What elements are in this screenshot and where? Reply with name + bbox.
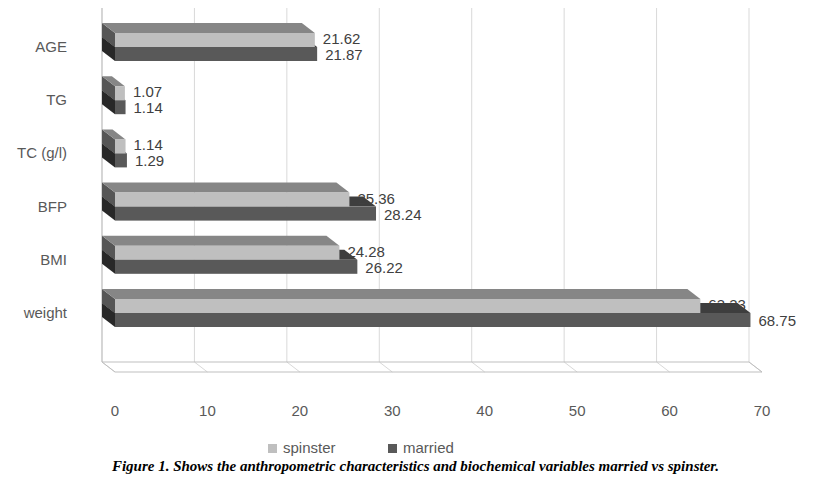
data-label: 63.33 [708,296,746,313]
legend-swatch [388,444,397,453]
floor-grid-line [287,362,300,372]
floor-grid-line [472,362,485,372]
bar-top [102,23,315,33]
bar [102,236,339,260]
data-label: 25.36 [357,190,395,207]
bar-top [102,76,125,86]
floor-grid-line [379,362,392,372]
bar-front [115,153,127,167]
category-label: weight [23,304,68,321]
data-label: 28.24 [384,206,422,223]
bar [102,23,315,47]
grid-line [749,8,750,362]
bar-front [115,139,126,153]
tick-label: 10 [199,402,216,419]
data-label: 26.22 [365,259,403,276]
data-label: 21.87 [325,46,363,63]
category-label: TG [46,91,67,108]
tick-label: 0 [111,402,119,419]
bar-front [115,47,317,61]
bar-front [115,86,125,100]
legend-label: spinster [283,439,336,456]
category-label: TC (g/l) [17,144,67,161]
bar-top [102,183,349,193]
legend-label: married [403,439,454,456]
bar-top [102,289,700,299]
tick-label: 70 [754,402,771,419]
bar-top [102,236,339,246]
floor-grid-line [657,362,670,372]
tick-label: 40 [476,402,493,419]
data-label: 1.14 [134,99,163,116]
data-label: 68.75 [758,312,796,329]
category-label: BFP [38,198,67,215]
category-label: BMI [40,251,67,268]
bar-front [115,193,349,207]
bar-front [115,260,357,274]
bar-front [115,33,315,47]
bar [102,76,125,100]
tick-label: 60 [661,402,678,419]
bar [102,183,349,207]
legend-swatch [268,444,277,453]
bar-front [115,207,376,221]
floor-grid-line [564,362,577,372]
chart: 0 10 20 30 40 50 60 70 weight BMI BFP TC (g/l) TG AGE… [0,0,831,481]
bar [102,289,700,313]
caption: Figure 1. Shows the anthropometric chara… [111,458,719,474]
axis-floor [102,362,762,372]
tick-label: 30 [384,402,401,419]
category-label: AGE [35,38,67,55]
data-label: 1.29 [135,152,164,169]
tick-label: 50 [569,402,586,419]
data-label: 1.14 [134,136,163,153]
bars [102,23,750,327]
floor-grid-line [194,362,207,372]
bar-front [115,246,339,260]
data-label: 1.07 [133,83,162,100]
bar-front [115,313,750,327]
bar [102,129,126,153]
data-label: 24.28 [347,243,385,260]
bar-top [102,129,126,139]
bar-front [115,299,700,313]
data-label: 21.62 [323,30,361,47]
tick-label: 20 [292,402,309,419]
bar-front [115,100,126,114]
